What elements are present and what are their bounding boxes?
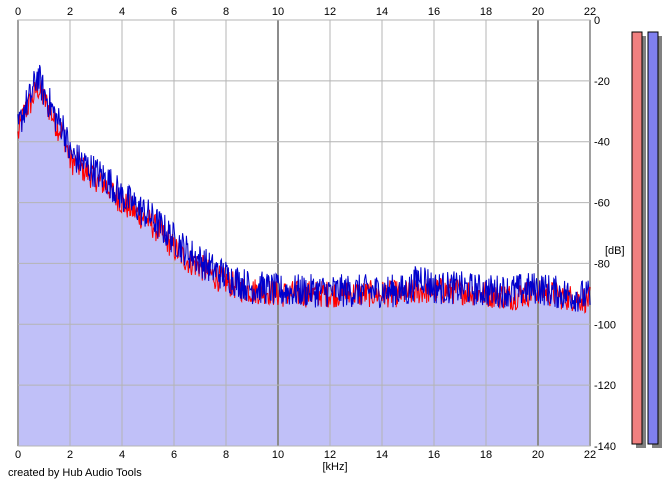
x-tick-label: 18 xyxy=(480,449,492,461)
plot-frame xyxy=(17,19,591,447)
x-tick-label: 20 xyxy=(532,449,544,461)
x-tick-label: 6 xyxy=(171,449,177,461)
x-tick-label-top: 14 xyxy=(376,6,388,18)
right-channel-line xyxy=(17,64,591,312)
x-tick-label-top: 18 xyxy=(480,6,492,18)
y-axis-label: [dB] xyxy=(605,245,625,257)
x-axis-label: [kHz] xyxy=(322,461,347,473)
x-tick-label-top: 6 xyxy=(171,6,177,18)
x-tick-label: 12 xyxy=(324,449,336,461)
x-tick-label-top: 2 xyxy=(67,6,73,18)
x-tick-label-top: 4 xyxy=(119,6,125,18)
x-tick-label-top: 8 xyxy=(223,6,229,18)
x-tick-label: 22 xyxy=(584,449,596,461)
y-tick-label: -80 xyxy=(594,258,610,270)
x-tick-label: 4 xyxy=(119,449,125,461)
x-tick-label: 16 xyxy=(428,449,440,461)
y-tick-label: -60 xyxy=(594,198,610,210)
y-tick-label: -40 xyxy=(594,137,610,149)
y-tick-label: -20 xyxy=(594,76,610,88)
y-tick-label: -100 xyxy=(594,319,616,331)
spectrum-area-fill xyxy=(18,65,590,446)
x-tick-label: 0 xyxy=(15,449,21,461)
x-tick-label-top: 20 xyxy=(532,6,544,18)
y-tick-label: 0 xyxy=(594,15,600,27)
y-tick-label: -120 xyxy=(594,380,616,392)
y-tick-label: -140 xyxy=(594,441,616,453)
credit-text: created by Hub Audio Tools xyxy=(8,467,142,479)
level-meter-right xyxy=(647,31,659,445)
level-meter-left xyxy=(631,31,643,445)
x-tick-label: 14 xyxy=(376,449,388,461)
x-tick-label-top: 0 xyxy=(15,6,21,18)
x-tick-label-top: 22 xyxy=(584,6,596,18)
x-tick-label: 10 xyxy=(272,449,284,461)
x-tick-label: 2 xyxy=(67,449,73,461)
x-tick-label-top: 10 xyxy=(272,6,284,18)
x-tick-label: 8 xyxy=(223,449,229,461)
x-tick-label-top: 12 xyxy=(324,6,336,18)
x-tick-label-top: 16 xyxy=(428,6,440,18)
